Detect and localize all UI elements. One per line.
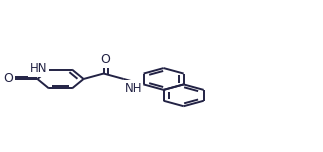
Text: O: O xyxy=(100,53,110,66)
Text: NH: NH xyxy=(125,82,142,95)
Text: O: O xyxy=(3,73,13,85)
Text: HN: HN xyxy=(30,62,47,75)
